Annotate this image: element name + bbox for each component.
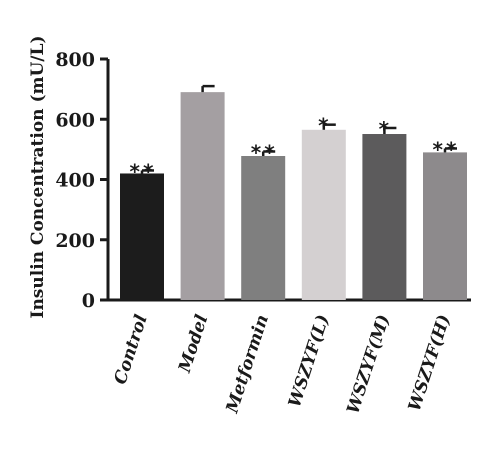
y-tick-label: 400: [55, 170, 95, 192]
y-tick-label: 600: [55, 109, 95, 131]
category-labels: Control Model Metformin WSZYF(L) WSZYF(M) WSZ…: [111, 312, 455, 417]
significance-label: *: [379, 117, 392, 141]
y-tick-label: 0: [82, 290, 95, 312]
category-label: WSZYF(H): [405, 312, 455, 413]
significance-label: **: [251, 140, 278, 164]
category-label: Model: [175, 312, 213, 376]
category-label: Metformin: [222, 312, 273, 416]
bar-wszyf(l): [301, 129, 346, 300]
category-label: Control: [111, 312, 152, 387]
y-tick-label: 200: [55, 230, 95, 252]
bar-model: [180, 92, 225, 300]
significance-label: *: [318, 114, 331, 138]
bar-wszyf(m): [362, 134, 407, 300]
bar-wszyf(h): [423, 152, 467, 300]
axes: 0 200 400 600 800: [55, 49, 471, 312]
significance-label: **: [130, 159, 157, 183]
significance-label: **: [433, 137, 460, 161]
category-label: WSZYF(M): [343, 312, 394, 416]
bars: ***** ***: [120, 84, 467, 300]
y-tick-label: 800: [55, 49, 95, 71]
bar-control: [120, 173, 164, 300]
category-label: WSZYF(L): [285, 312, 334, 410]
y-axis-label: Insulin Concentration (mU/L): [28, 35, 48, 318]
bar-metformin: [241, 156, 286, 300]
